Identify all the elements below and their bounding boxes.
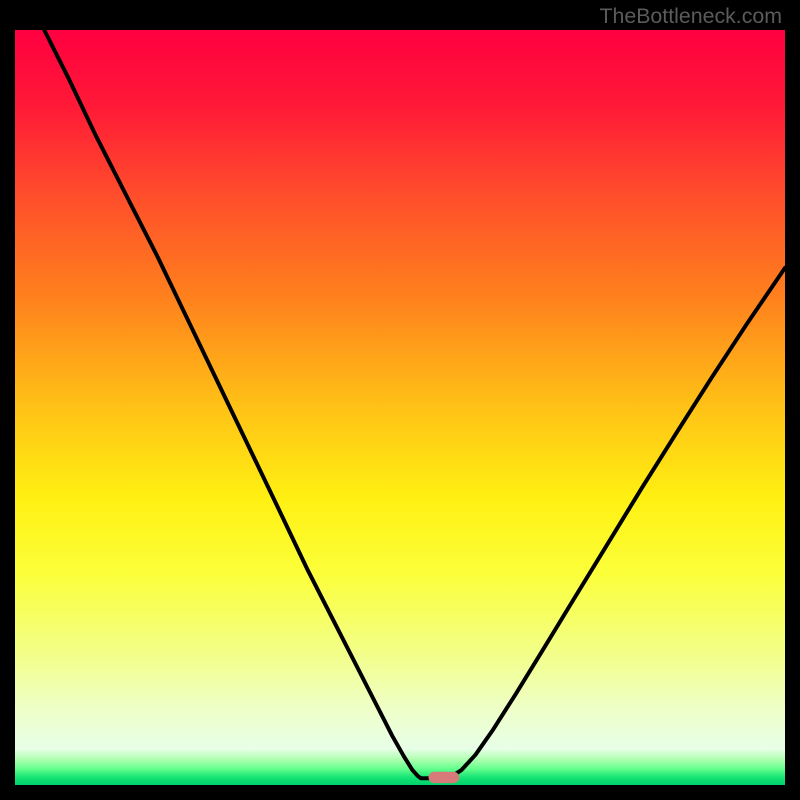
optimum-marker [428,772,459,783]
curve-layer [15,30,785,785]
bottleneck-curve [44,30,785,778]
plot-area [15,30,785,785]
chart-frame: TheBottleneck.com [0,0,800,800]
watermark-text: TheBottleneck.com [599,4,782,29]
